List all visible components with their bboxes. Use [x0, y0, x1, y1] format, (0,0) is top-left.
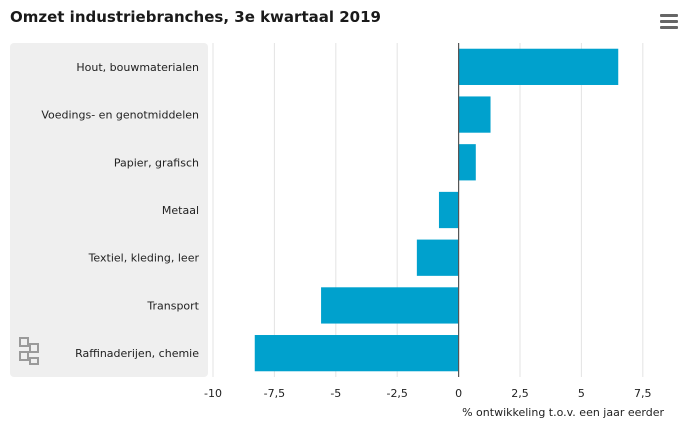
x-axis-title: % ontwikkeling t.o.v. een jaar eerder — [462, 406, 664, 419]
category-panel — [10, 43, 208, 377]
category-label: Metaal — [162, 204, 199, 217]
bar — [416, 239, 459, 276]
x-tick-label: -2,5 — [386, 387, 407, 400]
x-tick-label: -7,5 — [264, 387, 285, 400]
bar — [438, 191, 459, 229]
x-tick-label: -5 — [330, 387, 341, 400]
category-label: Transport — [146, 299, 199, 312]
bar — [458, 144, 476, 181]
bar — [321, 287, 459, 324]
x-tick-label: 5 — [578, 387, 585, 400]
x-tick-label: 7,5 — [634, 387, 652, 400]
gridlines — [212, 43, 644, 377]
category-labels: Hout, bouwmaterialen Voedings- en genotmi… — [41, 61, 199, 360]
bar — [254, 335, 459, 372]
hamburger-menu-icon[interactable] — [660, 14, 678, 30]
category-label: Hout, bouwmaterialen — [76, 61, 199, 74]
x-tick-labels: -10 -7,5 -5 -2,5 0 2,5 5 7,5 — [204, 387, 652, 400]
category-label: Papier, grafisch — [114, 156, 199, 169]
category-label: Raffinaderijen, chemie — [75, 347, 199, 360]
category-label: Textiel, kleding, leer — [88, 252, 200, 265]
x-tick-label: 2,5 — [511, 387, 529, 400]
chart-title: Omzet industriebranches, 3e kwartaal 201… — [10, 8, 381, 26]
category-label: Voedings- en genotmiddelen — [41, 109, 199, 122]
bar — [458, 48, 619, 85]
bars — [254, 43, 619, 377]
x-tick-label: -10 — [204, 387, 222, 400]
bar — [458, 96, 491, 133]
cbs-logo-icon — [19, 337, 39, 365]
x-tick-label: 0 — [455, 387, 462, 400]
